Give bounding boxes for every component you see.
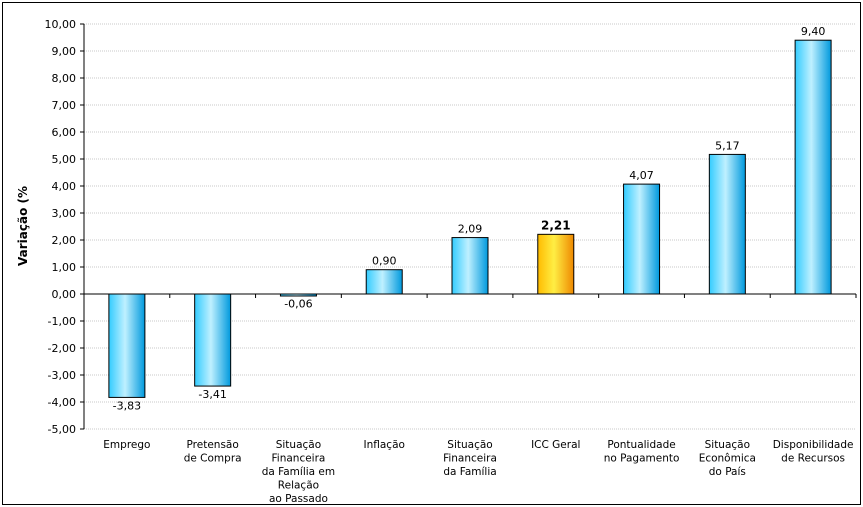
bar <box>108 293 146 398</box>
category-labels: Emprego Pretensão de Compra Situação Finance… <box>103 439 853 505</box>
y-tick-label: 7,00 <box>52 99 77 112</box>
y-tick-label: 1,00 <box>52 261 77 274</box>
bar <box>794 39 832 295</box>
category-label: Inflação <box>364 439 405 451</box>
data-label: 2,21 <box>541 218 571 232</box>
category-label: Disponibilidade de Recursos <box>773 439 854 465</box>
y-tick-label: -4,00 <box>48 396 76 409</box>
data-label: 4,07 <box>629 169 654 182</box>
bars <box>108 39 832 398</box>
bar <box>708 153 746 295</box>
data-label: 5,17 <box>715 139 740 152</box>
bar <box>194 293 232 387</box>
data-label: -3,83 <box>113 399 141 412</box>
bar <box>365 269 403 295</box>
data-labels: -3,83 -3,41 -0,06 0,90 2,09 2,21 4,07 5,17 9,40 <box>113 25 826 412</box>
y-tick-label: 0,00 <box>52 288 77 301</box>
data-label: 0,90 <box>372 255 397 268</box>
y-tick-label: 9,00 <box>52 45 77 58</box>
bar <box>623 183 661 295</box>
y-tick-label: 5,00 <box>52 153 77 166</box>
y-tick-label: 2,00 <box>52 234 77 247</box>
y-tick-label: -2,00 <box>48 342 76 355</box>
category-label: Situação Financeira da Família em Relação ao… <box>262 439 335 505</box>
category-label: Situação Econômica do País <box>699 439 756 478</box>
data-label: 9,40 <box>801 25 826 38</box>
category-label: Pretensão de Compra <box>184 439 242 465</box>
y-tick-label: 6,00 <box>52 126 77 139</box>
y-axis-label: Variação (% <box>16 186 30 266</box>
bar <box>279 293 317 297</box>
category-label: Pontualidade no Pagamento <box>604 439 680 465</box>
bar <box>451 237 489 295</box>
data-label: -3,41 <box>198 388 226 401</box>
category-label: ICC Geral <box>531 439 580 451</box>
y-tick-label: 3,00 <box>52 207 77 220</box>
gridlines <box>84 23 856 430</box>
data-label: 2,09 <box>458 223 483 236</box>
category-label: Situação Financeira da Família <box>443 439 497 478</box>
axes: -5,00 -4,00 -3,00 -2,00 -1,00 0,00 1,00 2,00 3,0… <box>45 18 857 436</box>
bar-highlight <box>537 233 575 295</box>
category-label: Emprego <box>103 439 150 451</box>
y-tick-label: 10,00 <box>45 18 77 31</box>
data-label: -0,06 <box>284 298 312 311</box>
y-tick-label: -3,00 <box>48 369 76 382</box>
y-tick-label: 8,00 <box>52 72 77 85</box>
y-tick-label: -1,00 <box>48 315 76 328</box>
y-tick-label: -5,00 <box>48 423 76 436</box>
y-tick-label: 4,00 <box>52 180 77 193</box>
